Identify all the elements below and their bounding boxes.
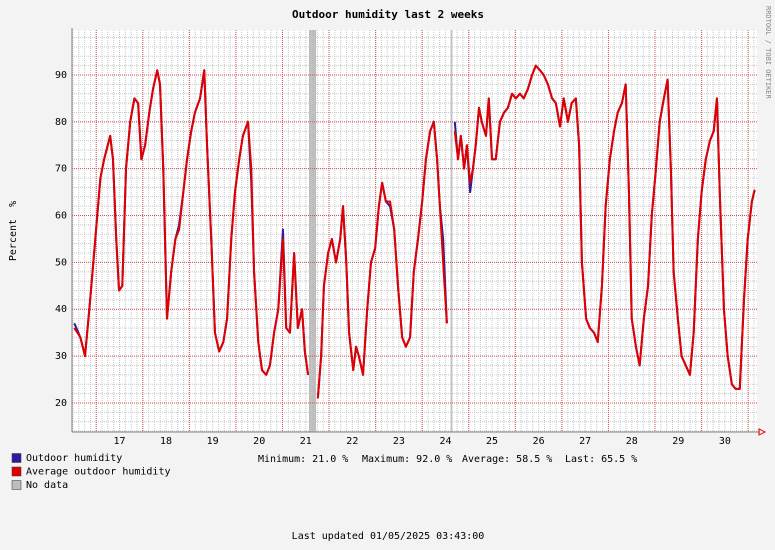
- x-tick-label: 18: [160, 436, 172, 447]
- chart-title: Outdoor humidity last 2 weeks: [292, 8, 484, 21]
- no-data-band: [309, 30, 317, 432]
- watermark: RRDTOOL / TOBI OETIKER: [764, 6, 772, 100]
- y-axis-label: Percent %: [8, 201, 19, 261]
- y-tick-label: 80: [55, 117, 67, 128]
- x-tick-label: 27: [579, 436, 591, 447]
- y-tick-label: 50: [55, 257, 67, 268]
- plot-area: [72, 30, 757, 432]
- axis-arrow: [758, 428, 767, 436]
- y-tick-label: 60: [55, 211, 67, 222]
- x-tick-label: 24: [439, 436, 451, 447]
- stat: Minimum: 21.0 %: [258, 454, 348, 465]
- y-tick-label: 70: [55, 164, 67, 175]
- stat: Last: 65.5 %: [565, 454, 637, 465]
- legend-label: Average outdoor humidity: [26, 467, 171, 478]
- x-tick-label: 17: [113, 436, 125, 447]
- y-tick-label: 40: [55, 304, 67, 315]
- y-tick-label: 20: [55, 398, 67, 409]
- legend-label: No data: [26, 480, 68, 491]
- legend-swatch: [11, 466, 22, 477]
- x-tick-label: 26: [533, 436, 545, 447]
- x-tick-label: 30: [719, 436, 731, 447]
- x-tick-label: 29: [672, 436, 684, 447]
- x-tick-label: 21: [300, 436, 312, 447]
- legend-swatch: [11, 453, 22, 463]
- y-tick-label: 30: [55, 351, 67, 362]
- x-tick-label: 19: [207, 436, 219, 447]
- series-line: [73, 64, 756, 399]
- x-tick-label: 20: [253, 436, 265, 447]
- stat: Maximum: 92.0 %: [362, 454, 452, 465]
- x-tick-label: 23: [393, 436, 405, 447]
- stat: Average: 58.5 %: [462, 454, 552, 465]
- x-tick-label: 22: [346, 436, 358, 447]
- x-tick-label: 25: [486, 436, 498, 447]
- y-tick-label: 90: [55, 70, 67, 81]
- footer: Last updated 01/05/2025 03:43:00: [292, 531, 485, 542]
- x-tick-label: 28: [626, 436, 638, 447]
- legend-label: Outdoor humidity: [26, 453, 122, 464]
- legend-swatch: [11, 480, 22, 490]
